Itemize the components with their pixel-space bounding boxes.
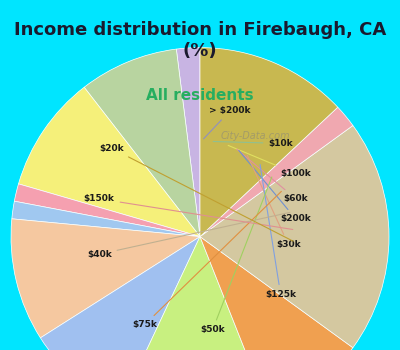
Wedge shape — [120, 237, 270, 350]
Wedge shape — [84, 49, 200, 237]
Wedge shape — [200, 48, 338, 237]
Text: $125k: $125k — [260, 164, 296, 299]
Text: $20k: $20k — [100, 144, 293, 241]
Text: All residents: All residents — [146, 88, 254, 103]
Text: > $200k: > $200k — [204, 106, 251, 139]
Text: $100k: $100k — [228, 145, 311, 178]
Wedge shape — [40, 237, 200, 350]
Text: $75k: $75k — [132, 191, 281, 329]
Text: $10k: $10k — [213, 139, 293, 148]
Wedge shape — [200, 126, 389, 348]
Text: $150k: $150k — [84, 194, 293, 230]
Text: $60k: $60k — [237, 149, 308, 203]
Wedge shape — [200, 237, 353, 350]
Text: $40k: $40k — [87, 212, 290, 259]
Text: Income distribution in Firebaugh, CA
(%): Income distribution in Firebaugh, CA (%) — [14, 21, 386, 60]
Wedge shape — [14, 184, 200, 237]
Wedge shape — [176, 48, 200, 237]
Wedge shape — [18, 87, 200, 237]
Text: City-Data.com: City-Data.com — [221, 131, 290, 141]
Text: $30k: $30k — [247, 155, 300, 248]
Text: $200k: $200k — [239, 150, 311, 223]
Text: $50k: $50k — [200, 177, 272, 334]
Wedge shape — [12, 201, 200, 237]
Wedge shape — [11, 219, 200, 338]
Wedge shape — [200, 107, 353, 237]
